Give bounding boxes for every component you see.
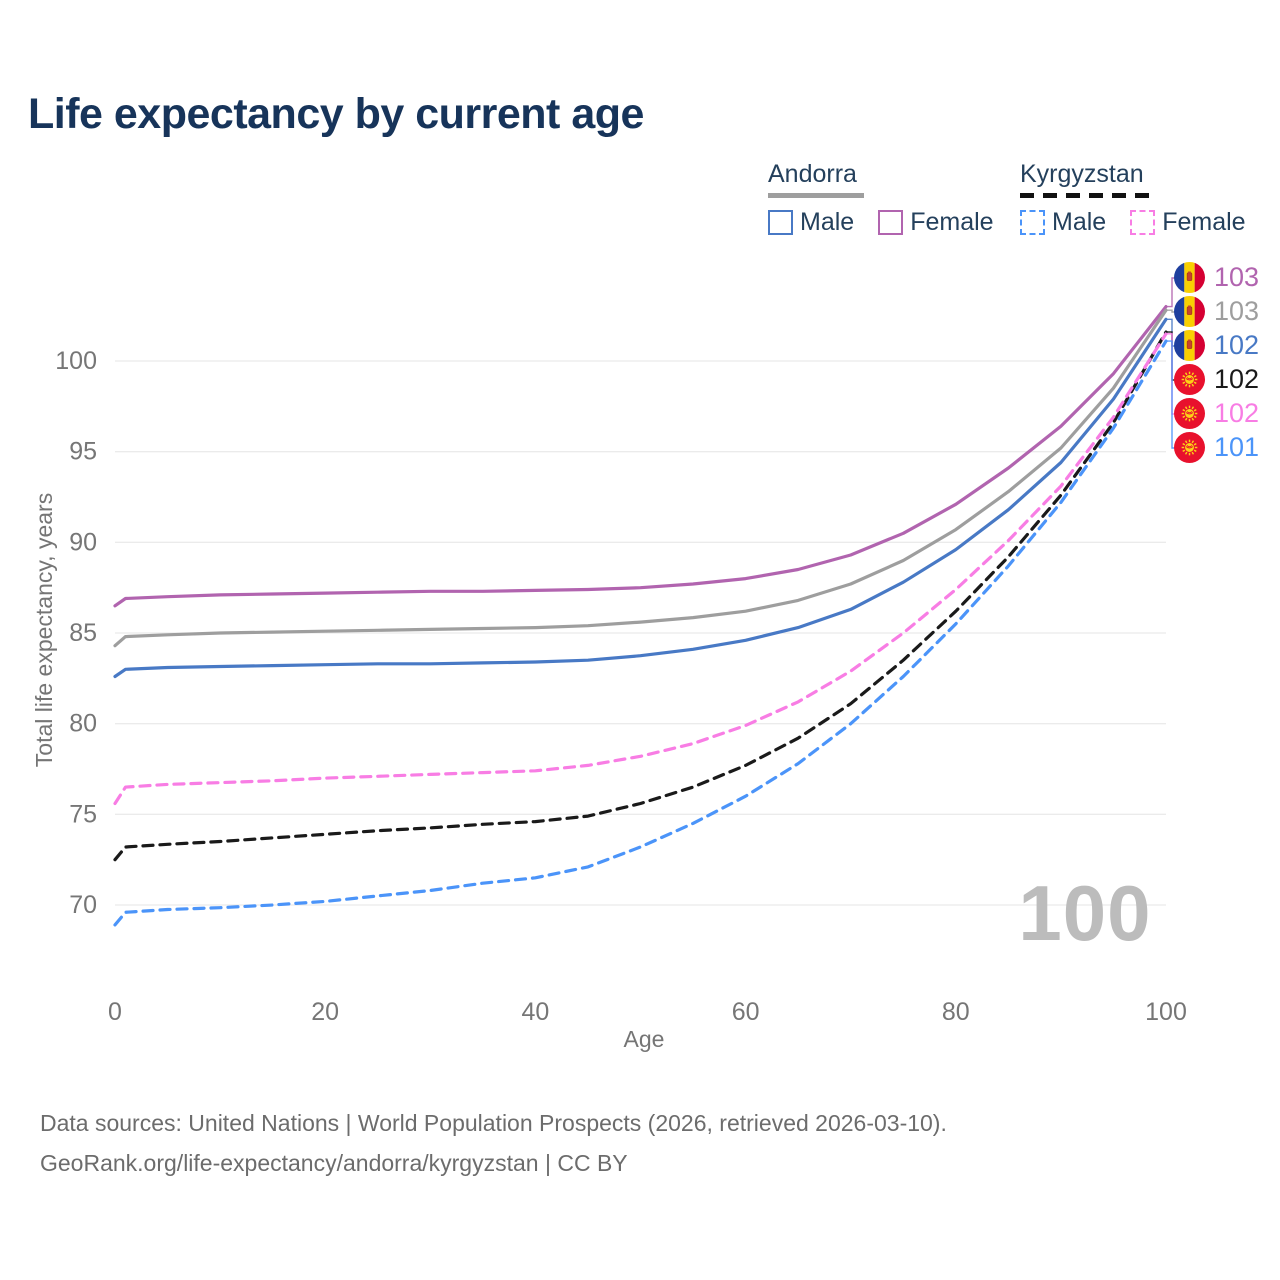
footer-data-sources: Data sources: United Nations | World Pop… [40, 1110, 947, 1136]
end-label-row-andorra-female: 103 [1174, 262, 1259, 293]
y-tick-100: 100 [55, 347, 97, 375]
end-label-value: 103 [1214, 262, 1260, 292]
end-label-value: 102 [1214, 364, 1260, 394]
series-line-andorra-female [113, 305, 1168, 608]
legend-label-kyrgyzstan-male: Male [1052, 208, 1107, 236]
y-tick-70: 70 [69, 891, 97, 919]
legend-label-kyrgyzstan-female: Female [1162, 208, 1246, 236]
end-label-value: 102 [1214, 398, 1260, 428]
x-tick-20: 20 [311, 998, 339, 1026]
y-tick-80: 80 [69, 710, 97, 738]
flag-andorra-icon [1174, 262, 1205, 293]
series-line-andorra-total [113, 308, 1168, 648]
legend-label-andorra-female: Female [910, 208, 994, 236]
end-label-value: 101 [1214, 432, 1260, 462]
y-axis-title: Total life expectancy, years [31, 492, 57, 768]
end-label-row-kyrgyzstan-male: 101 [1174, 432, 1259, 463]
end-label-value: 102 [1214, 330, 1260, 360]
legend-line-swatch-kyrgyzstan-total [1020, 193, 1150, 198]
legend-group-andorra: Andorra Male Female [768, 160, 1018, 237]
x-tick-80: 80 [942, 998, 970, 1026]
y-tick-75: 75 [69, 800, 97, 828]
page-title: Life expectancy by current age [28, 90, 644, 138]
y-tick-85: 85 [69, 619, 97, 647]
legend-line-swatch-andorra-total [768, 193, 864, 198]
y-tick-90: 90 [69, 528, 97, 556]
end-label-value: 103 [1214, 296, 1260, 326]
x-tick-100: 100 [1145, 998, 1187, 1026]
flag-andorra-icon [1174, 296, 1205, 327]
x-axis-title: Age [623, 1026, 665, 1052]
legend-swatch-kyrgyzstan-female[interactable] [1130, 210, 1156, 235]
x-tick-60: 60 [732, 998, 760, 1026]
flag-kyrgyzstan-icon [1174, 432, 1205, 463]
end-label-row-andorra-total: 103 [1174, 296, 1259, 327]
end-label-row-kyrgyzstan-total: 102 [1174, 364, 1259, 395]
end-label-row-andorra-male: 102 [1174, 330, 1259, 361]
series-line-kyrgyzstan-male [113, 339, 1168, 927]
legend-swatch-andorra-female[interactable] [878, 210, 904, 235]
legend-swatch-kyrgyzstan-male[interactable] [1020, 210, 1045, 235]
end-label-row-kyrgyzstan-female: 102 [1174, 398, 1259, 429]
legend-country-andorra: Andorra [768, 160, 857, 188]
y-tick-95: 95 [69, 438, 97, 466]
legend-country-kyrgyzstan: Kyrgyzstan [1020, 160, 1144, 188]
legend-label-andorra-male: Male [800, 208, 855, 236]
flag-andorra-icon [1174, 330, 1205, 361]
flag-kyrgyzstan-icon [1174, 364, 1205, 395]
x-tick-0: 0 [108, 998, 122, 1026]
age-counter-watermark: 100 [1018, 869, 1152, 957]
series-line-kyrgyzstan-female [113, 332, 1168, 806]
footer-attribution: GeoRank.org/life-expectancy/andorra/kyrg… [40, 1150, 628, 1176]
x-tick-40: 40 [521, 998, 549, 1026]
series-line-kyrgyzstan-total [113, 330, 1168, 862]
legend-swatch-andorra-male[interactable] [768, 210, 793, 235]
series-line-andorra-male [113, 317, 1168, 679]
legend-group-kyrgyzstan: Kyrgyzstan Male Female [1020, 160, 1270, 237]
flag-kyrgyzstan-icon [1174, 398, 1205, 429]
